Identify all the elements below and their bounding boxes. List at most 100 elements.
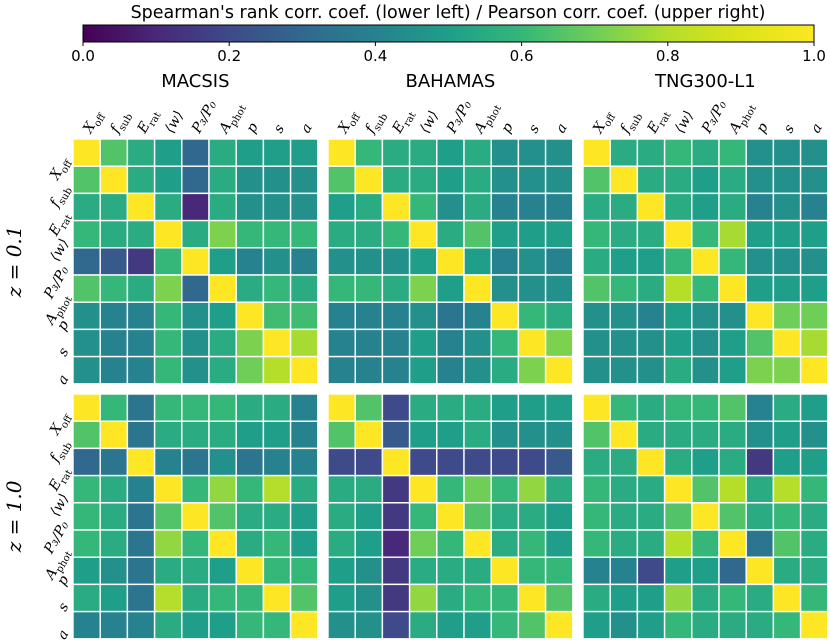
heatmap-cell — [126, 583, 156, 613]
heatmap-cell — [408, 301, 438, 331]
heatmap-cell — [126, 219, 156, 249]
heatmap-cell — [262, 355, 292, 385]
heatmap-cell — [772, 447, 802, 477]
heatmap-cell — [463, 247, 492, 276]
heatmap-cell — [772, 165, 802, 195]
heatmap-cell — [381, 355, 411, 385]
heatmap-cell — [99, 328, 129, 358]
heatmap-cell — [636, 219, 666, 249]
heatmap-cell — [463, 328, 492, 358]
heatmap-cell — [663, 192, 693, 222]
heatmap-cell — [582, 610, 611, 640]
heatmap-cell — [544, 301, 574, 331]
heatmap-cell — [544, 502, 574, 531]
heatmap-cell — [517, 393, 547, 422]
heatmap-cell — [99, 247, 129, 276]
heatmap-cell — [354, 274, 384, 303]
param-tick-label: Aphot — [470, 99, 504, 139]
heatmap-cell — [799, 420, 829, 450]
heatmap-cell — [609, 447, 639, 477]
heatmap-cell — [408, 556, 438, 586]
heatmap-cell — [718, 474, 747, 504]
param-tick-label: s — [55, 345, 72, 359]
heatmap-cell — [490, 420, 520, 450]
heatmap-cell — [718, 610, 747, 640]
heatmap-cell — [436, 165, 465, 195]
heatmap-cell — [208, 420, 237, 450]
heatmap-cell — [772, 583, 802, 613]
heatmap-cell — [517, 192, 547, 222]
param-tick-label: a — [808, 121, 826, 136]
param-tick-label: ⟨w⟩ — [672, 108, 697, 136]
heatmap-cell — [235, 502, 265, 531]
param-tick-label: a — [54, 372, 72, 387]
heatmap-cell — [691, 192, 720, 222]
param-tick-label: Xoff — [590, 107, 619, 138]
heatmap-cell — [436, 274, 465, 303]
param-tick-label: a — [553, 121, 571, 136]
heatmap-cell — [636, 355, 666, 385]
heatmap-cell — [181, 393, 210, 422]
colorbar — [82, 24, 815, 43]
heatmap-cell — [718, 247, 747, 276]
heatmap-cell — [72, 301, 101, 331]
heatmap-cell — [126, 393, 156, 422]
heatmap-cell — [463, 583, 492, 613]
param-tick-label: Erat — [46, 209, 75, 241]
heatmap-cell — [718, 529, 747, 558]
heatmap-cell — [463, 219, 492, 249]
heatmap-cell — [691, 583, 720, 613]
heatmap-cell — [327, 355, 356, 385]
heatmap-cell — [582, 219, 611, 249]
heatmap-cell — [544, 274, 574, 303]
heatmap-cell — [99, 610, 129, 640]
heatmap-cell — [153, 474, 183, 504]
param-tick-label: fsub — [47, 437, 76, 467]
heatmap-cell — [99, 219, 129, 249]
param-tick-label: Xoff — [80, 107, 109, 138]
heatmap-cell — [153, 393, 183, 422]
heatmap-cell — [126, 301, 156, 331]
param-tick-label: Erat — [644, 106, 673, 138]
heatmap-cell — [745, 355, 775, 385]
heatmap-cell — [490, 138, 520, 167]
heatmap-cell — [609, 420, 639, 450]
heatmap-cell — [745, 301, 775, 331]
heatmap-cell — [408, 502, 438, 531]
heatmap-panel — [327, 393, 574, 640]
heatmap-cell — [609, 301, 639, 331]
heatmap-cell — [99, 165, 129, 195]
heatmap-cell — [745, 138, 775, 167]
heatmap-cell — [327, 274, 356, 303]
param-tick-label: Aphot — [725, 99, 759, 139]
heatmap-cell — [463, 420, 492, 450]
heatmap-cell — [799, 274, 829, 303]
heatmap-cell — [235, 219, 265, 249]
heatmap-cell — [262, 474, 292, 504]
heatmap-cell — [772, 274, 802, 303]
heatmap-cell — [544, 219, 574, 249]
heatmap-cell — [408, 328, 438, 358]
heatmap-cell — [289, 219, 319, 249]
heatmap-cell — [772, 474, 802, 504]
heatmap-cell — [99, 529, 129, 558]
param-tick-label: fsub — [362, 108, 391, 138]
panel-titles: MACSIS BAHAMAS TNG300-L1 — [161, 71, 756, 92]
colorbar-tick-label: 0.4 — [363, 47, 387, 65]
heatmap-cell — [354, 355, 384, 385]
heatmap-cell — [208, 274, 237, 303]
heatmap-cell — [327, 192, 356, 222]
heatmap-cell — [72, 583, 101, 613]
heatmap-cell — [799, 138, 829, 167]
heatmap-cell — [72, 355, 101, 385]
heatmap-cell — [381, 502, 411, 531]
heatmap-cell — [289, 447, 319, 477]
heatmap-cell — [327, 393, 356, 422]
heatmap-cell — [636, 274, 666, 303]
heatmap-cell — [327, 529, 356, 558]
heatmap-cell — [772, 502, 802, 531]
heatmap-cell — [99, 502, 129, 531]
heatmap-cell — [436, 301, 465, 331]
heatmap-cell — [772, 192, 802, 222]
